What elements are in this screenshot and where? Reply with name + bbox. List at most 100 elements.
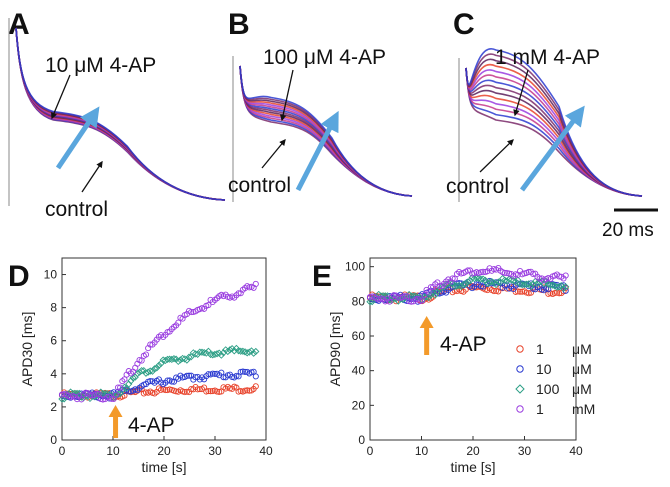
- data-point: [112, 391, 119, 398]
- data-point: [188, 309, 195, 316]
- x-tick-label: 0: [367, 444, 374, 458]
- data-point: [252, 373, 259, 380]
- chart-e: 0 10 20 30 40 0 20 40 60 80 100 time [s] APD90 [ms] 4…: [327, 257, 595, 475]
- data-point: [183, 356, 191, 364]
- data-point: [78, 396, 85, 403]
- blue-arrow-c: [519, 105, 585, 192]
- data-point: [252, 347, 260, 356]
- panel-letter-b: B: [228, 8, 250, 41]
- data-point: [472, 274, 481, 282]
- data-point: [516, 280, 524, 288]
- data-point: [419, 297, 426, 304]
- data-point: [244, 387, 251, 394]
- y-tick-label: 2: [50, 400, 57, 414]
- scale-bar-label: 20 ms: [602, 220, 654, 241]
- data-point: [237, 368, 244, 375]
- legend-unit: mM: [572, 401, 595, 417]
- data-point: [205, 302, 212, 309]
- data-point: [546, 281, 555, 289]
- data-point: [519, 288, 526, 295]
- data-point: [555, 283, 563, 291]
- y-tick-label: 8: [50, 301, 57, 315]
- data-point: [449, 275, 456, 282]
- data-point: [217, 351, 225, 359]
- ap-trace: [239, 65, 413, 197]
- y-tick-label: 100: [345, 260, 365, 274]
- data-point: [196, 348, 204, 356]
- data-point: [168, 378, 175, 385]
- y-tick-label: 80: [352, 294, 366, 308]
- data-point: [114, 390, 122, 398]
- data-point: [544, 280, 552, 288]
- series-3: [366, 265, 569, 305]
- data-point: [189, 349, 197, 357]
- data-point: [114, 384, 122, 391]
- data-point: [127, 377, 135, 385]
- data-point: [213, 350, 221, 358]
- data-point: [501, 269, 508, 277]
- y-tick-label: 10: [44, 268, 58, 282]
- data-point: [211, 370, 218, 378]
- series-3: [58, 280, 259, 403]
- data-point: [477, 269, 484, 276]
- data-point: [549, 281, 557, 289]
- annotation-4ap: 4-AP: [440, 333, 487, 356]
- data-point: [468, 273, 476, 282]
- y-tick-label: 20: [352, 398, 366, 412]
- x-tick-label: 30: [518, 444, 532, 458]
- control-label-a: control: [45, 198, 108, 221]
- panel-letter-a: A: [8, 8, 30, 41]
- panel-a: A 10 μM 4-AP control: [8, 8, 226, 221]
- data-point: [395, 294, 402, 301]
- data-point: [108, 395, 115, 402]
- data-point: [427, 284, 434, 291]
- chart-d: 0 10 20 30 40 0 2 4 6 8 10 time [s] APD30 [ms] 4-AP: [19, 257, 273, 475]
- panel-d: D 0 10 20 30 40 0 2 4 6 8 10 time [s] APD30 [ms] 4-AP: [8, 257, 273, 475]
- data-point: [181, 389, 188, 396]
- data-point: [551, 289, 558, 297]
- data-point: [58, 395, 66, 403]
- y-tick-label: 0: [358, 433, 365, 447]
- y-axis-label: APD90 [ms]: [327, 312, 343, 387]
- x-tick-label: 40: [569, 444, 583, 458]
- x-tick-label: 20: [157, 444, 171, 458]
- data-point: [170, 355, 178, 363]
- control-label-b: control: [228, 174, 291, 197]
- data-point: [95, 390, 102, 397]
- data-point: [403, 293, 411, 300]
- ap-traces-a: [8, 18, 226, 206]
- x-tick-label: 10: [415, 444, 429, 458]
- data-point: [241, 387, 249, 394]
- x-tick-label: 40: [259, 444, 273, 458]
- legend-value: 10: [536, 361, 552, 377]
- y-tick-label: 6: [50, 334, 57, 348]
- data-point: [164, 377, 171, 384]
- data-point: [185, 353, 193, 361]
- x-tick-label: 30: [208, 444, 222, 458]
- legend-value: 1: [536, 401, 544, 417]
- legend-unit: μM: [572, 341, 592, 357]
- data-point: [185, 372, 193, 379]
- panel-b: B 100 μM 4-AP control: [228, 8, 413, 202]
- data-point: [453, 282, 461, 290]
- data-point: [492, 280, 500, 289]
- data-point: [125, 380, 133, 388]
- legend-marker: [516, 405, 524, 413]
- y-tick-label: 60: [352, 329, 366, 343]
- data-point: [488, 277, 496, 286]
- data-point: [241, 368, 249, 375]
- legend-marker: [516, 365, 524, 373]
- ap-traces-b: [232, 56, 413, 202]
- blue-arrow-b: [295, 110, 339, 192]
- data-point: [252, 383, 259, 390]
- data-point: [213, 388, 221, 395]
- ap-label-b: 100 μM 4-AP: [263, 46, 386, 69]
- data-point: [245, 348, 253, 356]
- orange-arrow-head: [419, 316, 434, 328]
- y-tick-label: 40: [352, 364, 366, 378]
- data-point: [480, 268, 487, 275]
- data-point: [401, 293, 408, 300]
- control-pointer-c: [479, 139, 514, 173]
- data-point: [235, 290, 242, 297]
- data-point: [505, 275, 513, 283]
